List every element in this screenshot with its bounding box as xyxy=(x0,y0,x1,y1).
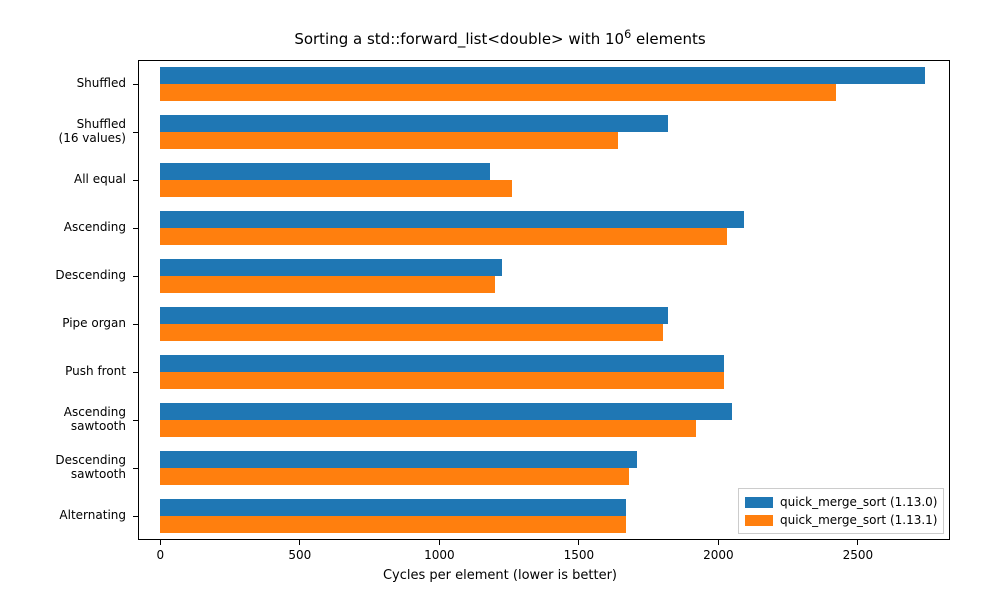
x-tick-label: 2500 xyxy=(843,548,874,562)
bar xyxy=(160,324,662,341)
y-tick-mark xyxy=(133,132,138,133)
y-tick-label: Ascendingsawtooth xyxy=(0,406,126,434)
y-tick-mark xyxy=(133,468,138,469)
bar xyxy=(160,468,629,485)
y-tick-mark xyxy=(133,276,138,277)
bar xyxy=(160,372,724,389)
x-tick-mark xyxy=(578,540,579,545)
x-tick-mark xyxy=(299,540,300,545)
y-tick-label: Ascending xyxy=(0,221,126,235)
bar xyxy=(160,163,489,180)
bar xyxy=(160,259,502,276)
x-tick-mark xyxy=(718,540,719,545)
y-tick-label: Alternating xyxy=(0,509,126,523)
y-tick-mark xyxy=(133,420,138,421)
y-tick-label: All equal xyxy=(0,173,126,187)
bar xyxy=(160,67,925,84)
y-tick-mark xyxy=(133,228,138,229)
bar xyxy=(160,307,668,324)
legend-item: quick_merge_sort (1.13.1) xyxy=(745,511,937,529)
y-tick-label: Shuffled(16 values) xyxy=(0,118,126,146)
x-tick-label: 1000 xyxy=(424,548,455,562)
bar xyxy=(160,211,743,228)
y-tick-label: Shuffled xyxy=(0,77,126,91)
bar xyxy=(160,451,637,468)
legend-label: quick_merge_sort (1.13.1) xyxy=(780,513,937,527)
y-tick-mark xyxy=(133,372,138,373)
legend-swatch xyxy=(745,515,773,526)
figure: Sorting a std::forward_list<double> with… xyxy=(0,0,1000,600)
chart-title: Sorting a std::forward_list<double> with… xyxy=(0,28,1000,48)
legend-swatch xyxy=(745,497,773,508)
bar xyxy=(160,355,724,372)
bar xyxy=(160,516,626,533)
bar xyxy=(160,115,668,132)
bar xyxy=(160,403,732,420)
legend-label: quick_merge_sort (1.13.0) xyxy=(780,495,937,509)
legend-item: quick_merge_sort (1.13.0) xyxy=(745,493,937,511)
bar xyxy=(160,228,726,245)
x-tick-mark xyxy=(439,540,440,545)
bar xyxy=(160,420,696,437)
x-tick-label: 0 xyxy=(156,548,164,562)
y-tick-mark xyxy=(133,84,138,85)
bar xyxy=(160,499,626,516)
y-tick-label: Descendingsawtooth xyxy=(0,454,126,482)
y-tick-mark xyxy=(133,180,138,181)
bar xyxy=(160,84,835,101)
bar xyxy=(160,132,618,149)
bar xyxy=(160,276,495,293)
x-tick-label: 2000 xyxy=(703,548,734,562)
y-tick-label: Descending xyxy=(0,269,126,283)
x-axis-label: Cycles per element (lower is better) xyxy=(0,568,1000,583)
x-tick-mark xyxy=(160,540,161,545)
y-tick-mark xyxy=(133,324,138,325)
y-tick-label: Pipe organ xyxy=(0,317,126,331)
x-tick-mark xyxy=(857,540,858,545)
y-tick-mark xyxy=(133,516,138,517)
bar xyxy=(160,180,512,197)
legend: quick_merge_sort (1.13.0) quick_merge_sor… xyxy=(738,488,944,534)
y-tick-label: Push front xyxy=(0,365,126,379)
x-tick-label: 1500 xyxy=(564,548,595,562)
x-tick-label: 500 xyxy=(288,548,311,562)
